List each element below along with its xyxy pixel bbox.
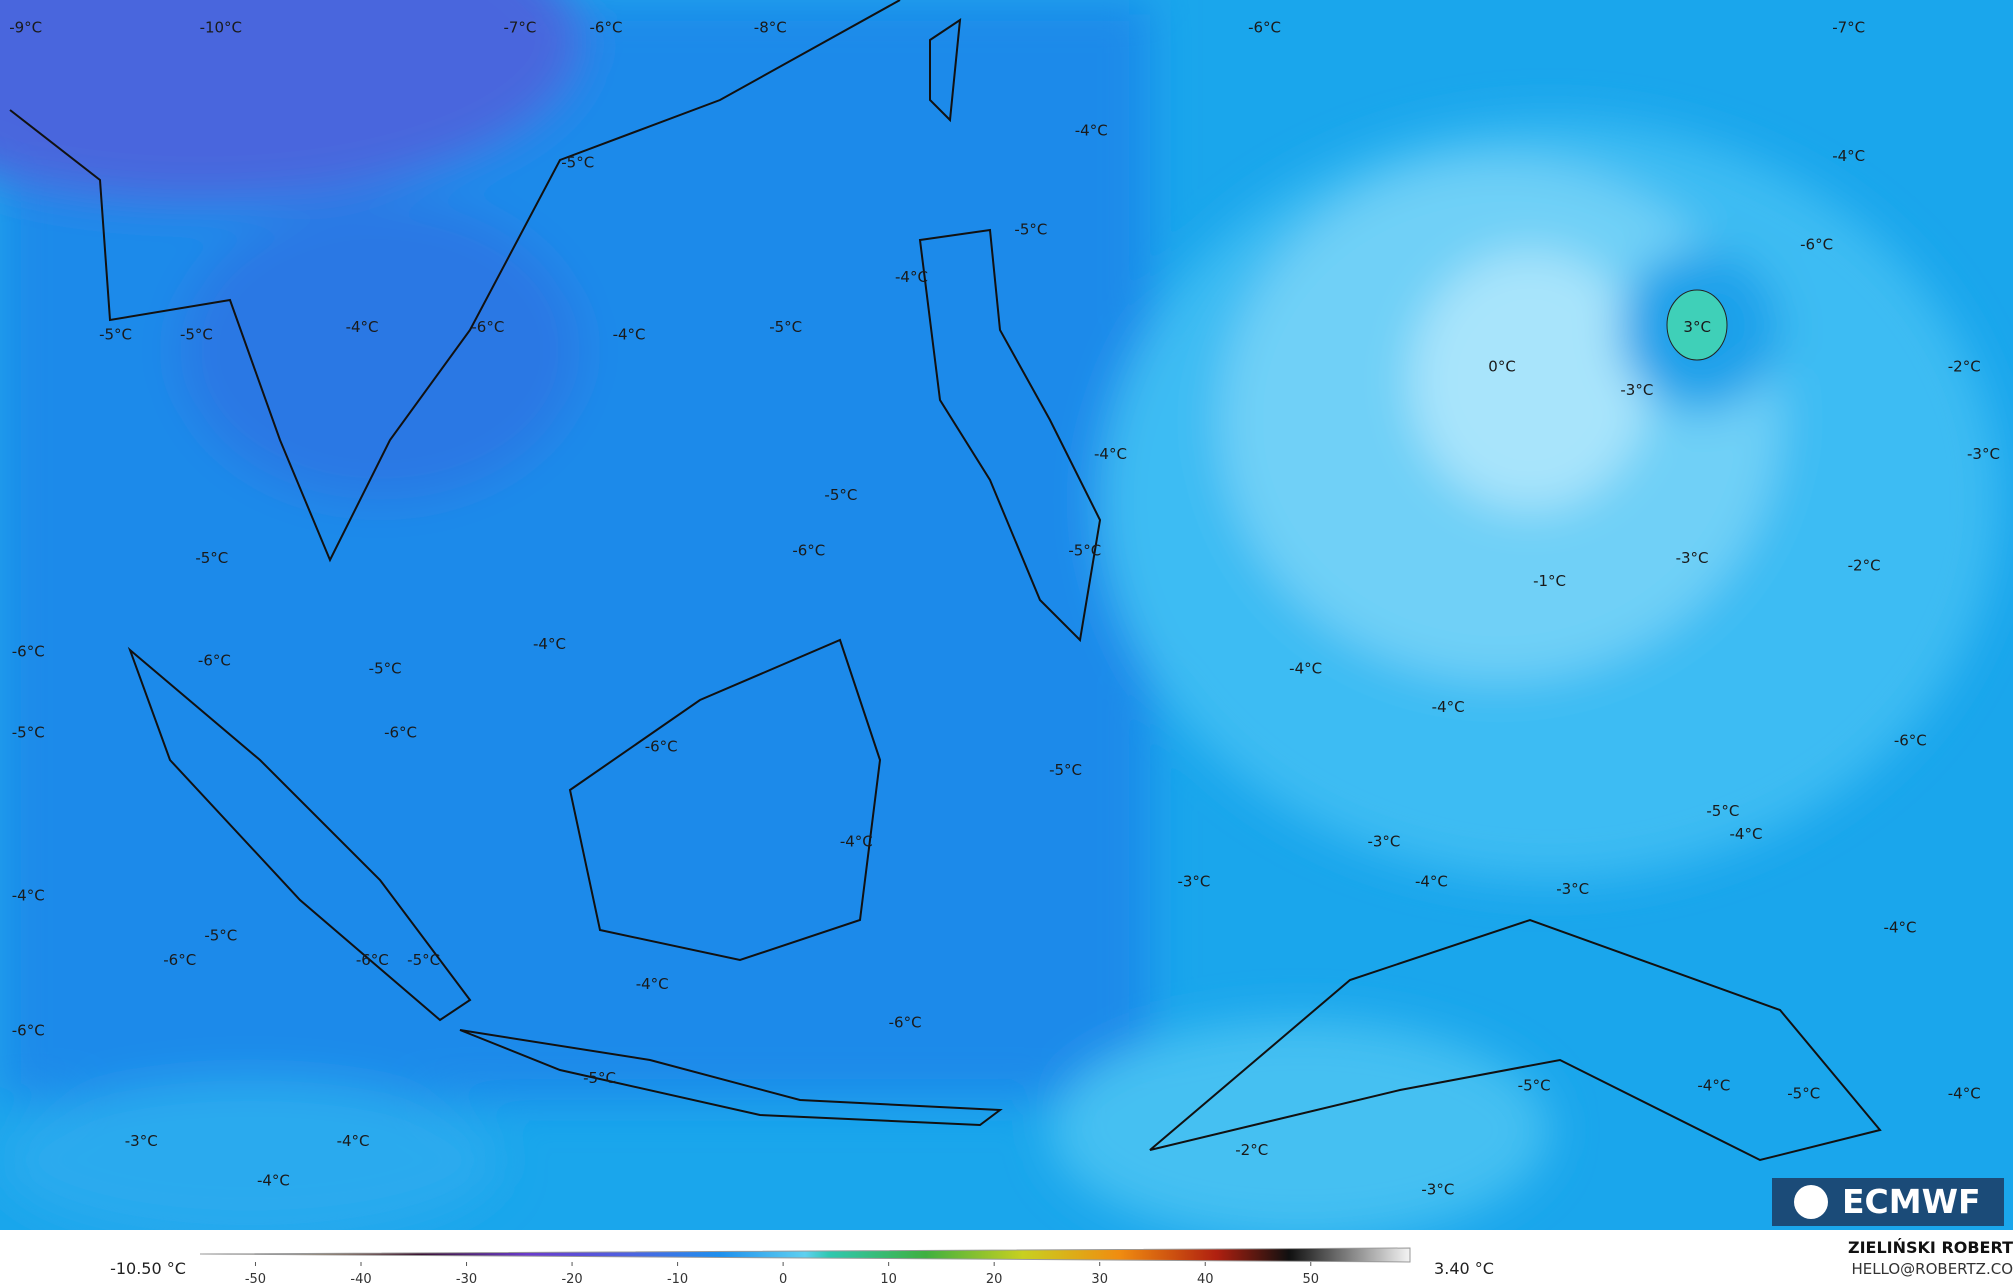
author: ZIELIŃSKI ROBERT bbox=[1848, 1238, 2013, 1257]
temperature-label: -6°C bbox=[1248, 19, 1281, 37]
temperature-label: -4°C bbox=[1948, 1084, 1981, 1102]
temperature-label: -2°C bbox=[1235, 1141, 1268, 1159]
temperature-label: -5°C bbox=[1787, 1084, 1820, 1102]
colorbar-tick-label: -10 bbox=[667, 1272, 688, 1287]
temperature-label: -5°C bbox=[1706, 802, 1739, 820]
temperature-label: -4°C bbox=[895, 268, 928, 286]
temperature-label: -4°C bbox=[1832, 147, 1865, 165]
logo-text: ECMWF bbox=[1842, 1182, 1981, 1221]
temperature-label: -4°C bbox=[636, 975, 669, 993]
temperature-label: -5°C bbox=[99, 326, 132, 344]
temperature-label: -6°C bbox=[163, 951, 196, 969]
temperature-label: -6°C bbox=[1894, 731, 1927, 749]
temperature-label: -1°C bbox=[1533, 572, 1566, 590]
colorbar-tick-label: 30 bbox=[1091, 1272, 1108, 1287]
temperature-label: -6°C bbox=[198, 652, 231, 670]
temperature-label: 3°C bbox=[1683, 318, 1711, 336]
temperature-label: -7°C bbox=[1832, 19, 1865, 37]
temperature-label: -8°C bbox=[754, 19, 787, 37]
temperature-label: 0°C bbox=[1488, 358, 1516, 376]
temperature-label: -4°C bbox=[1432, 698, 1465, 716]
temperature-label: -4°C bbox=[1884, 919, 1917, 937]
temperature-label: -4°C bbox=[533, 635, 566, 653]
colorbar-tick-label: 50 bbox=[1302, 1272, 1319, 1287]
temperature-label: -4°C bbox=[12, 887, 45, 905]
temperature-label: -4°C bbox=[840, 833, 873, 851]
colorbar-tick-label: 40 bbox=[1197, 1272, 1214, 1287]
temperature-label: -3°C bbox=[1620, 381, 1653, 399]
colorbar bbox=[199, 1247, 1411, 1263]
temperature-label: -2°C bbox=[1848, 557, 1881, 575]
colorbar-tick-label: -40 bbox=[350, 1272, 371, 1287]
temperature-label: -2°C bbox=[1948, 358, 1981, 376]
temperature-field bbox=[0, 0, 2013, 1240]
temperature-label: -5°C bbox=[195, 549, 228, 567]
temperature-label: -6°C bbox=[12, 1021, 45, 1039]
colorbar-tick-label: 0 bbox=[779, 1272, 787, 1287]
temperature-label: -5°C bbox=[583, 1069, 616, 1087]
temperature-label: -5°C bbox=[824, 486, 857, 504]
temperature-label: -4°C bbox=[1289, 659, 1322, 677]
ecmwf-logo: ECMWF bbox=[1772, 1178, 2004, 1226]
temperature-label: -4°C bbox=[1075, 121, 1108, 139]
min-label: -10.50 °C bbox=[110, 1259, 186, 1278]
temperature-label: -3°C bbox=[1967, 445, 2000, 463]
colorbar-tick-label: -20 bbox=[561, 1272, 582, 1287]
temperature-label: -5°C bbox=[1014, 220, 1047, 238]
temperature-label: -5°C bbox=[12, 724, 45, 742]
temperature-label: -4°C bbox=[1094, 445, 1127, 463]
temperature-label: -5°C bbox=[1068, 541, 1101, 559]
temperature-label: -5°C bbox=[561, 154, 594, 172]
temperature-label: -4°C bbox=[613, 326, 646, 344]
temperature-label: -5°C bbox=[204, 926, 237, 944]
temperature-label: -9°C bbox=[9, 19, 42, 37]
temperature-label: -6°C bbox=[471, 318, 504, 336]
colorbar-tick-label: -50 bbox=[245, 1272, 266, 1287]
colorbar-tick-label: 20 bbox=[986, 1272, 1003, 1287]
temperature-label: -7°C bbox=[503, 19, 536, 37]
email: HELLO@ROBERTZ.CO bbox=[1851, 1260, 2013, 1278]
temperature-label: -3°C bbox=[1421, 1181, 1454, 1199]
colorbar-tick-label: -30 bbox=[456, 1272, 477, 1287]
temperature-label: -4°C bbox=[346, 318, 379, 336]
temperature-label: -5°C bbox=[407, 951, 440, 969]
temperature-label: -5°C bbox=[369, 659, 402, 677]
temperature-label: -3°C bbox=[1367, 833, 1400, 851]
temperature-label: -5°C bbox=[1049, 761, 1082, 779]
max-label: 3.40 °C bbox=[1434, 1259, 1494, 1278]
temperature-label: -4°C bbox=[1697, 1077, 1730, 1095]
temperature-label: -6°C bbox=[589, 19, 622, 37]
temperature-label: -5°C bbox=[769, 318, 802, 336]
temperature-label: -3°C bbox=[1556, 880, 1589, 898]
temperature-label: -6°C bbox=[384, 724, 417, 742]
temperature-label: -4°C bbox=[1415, 872, 1448, 890]
temperature-label: -6°C bbox=[792, 541, 825, 559]
temperature-label: -5°C bbox=[180, 326, 213, 344]
temperature-label: -4°C bbox=[1730, 825, 1763, 843]
temperature-label: -5°C bbox=[1518, 1077, 1551, 1095]
temperature-label: -4°C bbox=[337, 1132, 370, 1150]
temperature-label: -6°C bbox=[645, 738, 678, 756]
temperature-label: -3°C bbox=[1177, 872, 1210, 890]
temperature-label: -6°C bbox=[889, 1014, 922, 1032]
temperature-label: -3°C bbox=[1676, 549, 1709, 567]
colorbar-tick-label: 10 bbox=[880, 1272, 897, 1287]
temperature-label: -6°C bbox=[12, 643, 45, 661]
temperature-label: -3°C bbox=[125, 1132, 158, 1150]
temperature-label: -10°C bbox=[200, 19, 242, 37]
temperature-label: -6°C bbox=[1800, 236, 1833, 254]
temperature-label: -6°C bbox=[356, 951, 389, 969]
temperature-label: -4°C bbox=[257, 1172, 290, 1190]
